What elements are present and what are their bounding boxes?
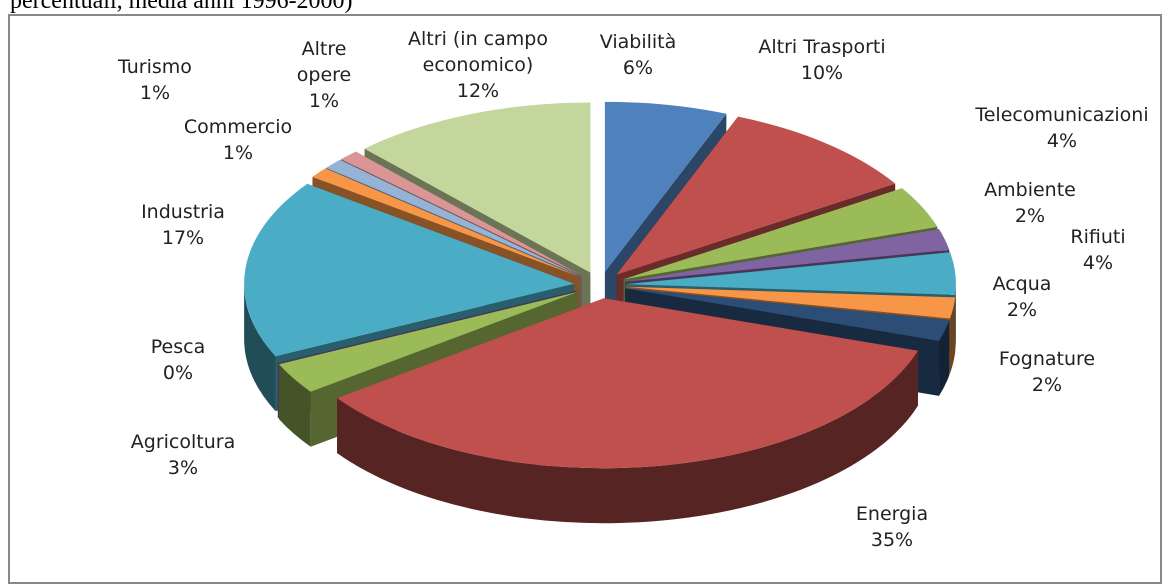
category-label: Viabilità	[599, 31, 677, 53]
value-label: 4%	[1046, 130, 1078, 152]
slice-top	[312, 168, 580, 277]
slice-label: Acqua 2%	[977, 271, 1067, 323]
slice-wall	[244, 283, 276, 412]
category-label: Industria	[141, 201, 225, 223]
chart	[244, 101, 956, 524]
slice-top	[625, 252, 956, 295]
slice-label: Ambiente 2%	[965, 177, 1095, 229]
value-label: 1%	[222, 142, 254, 164]
slice-top	[364, 102, 591, 273]
slice-label: Telecomunicazioni 4%	[952, 102, 1171, 154]
slice-top	[625, 229, 950, 282]
slice-label: Commercio 1%	[168, 114, 308, 166]
value-label: 6%	[622, 57, 654, 79]
slice-label: Altri Trasporti 10%	[732, 34, 912, 86]
value-label: 35%	[870, 529, 914, 551]
category-label: Agricoltura	[130, 431, 236, 453]
value-label: 12%	[456, 80, 500, 102]
value-label: 2%	[1031, 374, 1063, 396]
category-label: Commercio	[183, 116, 293, 138]
slice-wall	[939, 320, 950, 396]
slice-label: Industria 17%	[118, 199, 248, 251]
slice-label: Viabilità 6%	[578, 29, 698, 81]
slice-top	[623, 188, 938, 280]
slice-top	[337, 298, 918, 469]
category-label: Ambiente	[984, 179, 1076, 201]
value-label: 2%	[1014, 205, 1046, 227]
category-label: Acqua	[992, 273, 1052, 295]
slice-top	[625, 288, 950, 341]
slice-label: Agricoltura 3%	[103, 429, 263, 481]
slice-wall	[949, 297, 956, 374]
value-label: 10%	[800, 62, 844, 84]
value-label: 4%	[1082, 252, 1114, 274]
category-label: Energia	[855, 503, 929, 525]
slice	[337, 298, 918, 524]
slice-wall	[279, 364, 311, 447]
category-label: Pesca	[150, 336, 206, 358]
category-label: Rifiuti	[1070, 226, 1126, 248]
slice-side	[279, 291, 578, 420]
slice-top	[326, 159, 581, 277]
value-label: 17%	[161, 227, 205, 249]
slice-top	[625, 286, 956, 319]
category-label: Altre opere	[296, 38, 352, 86]
slice-label: Rifiuti 4%	[1053, 224, 1143, 276]
slice-label: Pesca 0%	[138, 334, 218, 386]
slice-top	[341, 151, 582, 276]
category-label: Altri (in campo economico)	[408, 28, 548, 76]
value-label: 0%	[162, 362, 194, 384]
slice-label: Altri (in campo economico) 12%	[391, 26, 566, 104]
value-label: 3%	[167, 457, 199, 479]
category-label: Altri Trasporti	[758, 36, 886, 58]
value-label: 1%	[139, 82, 171, 104]
category-label: Turismo	[118, 56, 192, 78]
value-label: 1%	[308, 90, 340, 112]
page: percentuali, media anni 1996-2000) (() =…	[8, 0, 1171, 584]
slice-top	[279, 291, 578, 392]
slice-label: Turismo 1%	[100, 54, 210, 106]
slice-label: Energia 35%	[832, 501, 952, 553]
category-label: Fognature	[998, 348, 1096, 370]
caption: percentuali, media anni 1996-2000)	[10, 0, 353, 14]
slice-top	[616, 116, 896, 275]
value-label: 2%	[1006, 299, 1038, 321]
slice-top	[604, 101, 727, 272]
slice-label: Altre opere 1%	[289, 36, 359, 114]
slice-wall	[337, 350, 918, 524]
slice-wall	[955, 284, 956, 350]
slice-label: Fognature 2%	[977, 346, 1117, 398]
slice-top	[244, 183, 575, 357]
category-label: Telecomunicazioni	[975, 104, 1149, 126]
